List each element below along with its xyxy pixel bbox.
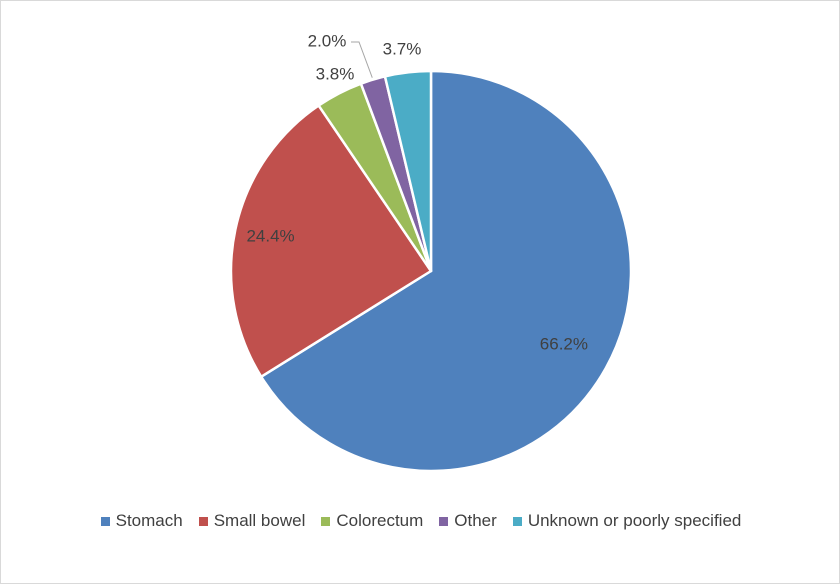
legend-label: Colorectum xyxy=(336,511,424,530)
legend-swatch xyxy=(321,516,331,526)
pie-slices xyxy=(229,69,633,473)
legend-item-small-bowel: Small bowel xyxy=(198,511,306,531)
data-label-other: 2.0% xyxy=(308,31,347,50)
legend-item-other: Other xyxy=(439,511,497,531)
data-label-unknown-or-poorly-specified: 3.7% xyxy=(383,39,422,58)
data-label-small-bowel: 24.4% xyxy=(246,227,294,246)
legend-label: Unknown or poorly specified xyxy=(527,511,742,530)
pie-slice-unknown-or-poorly-specified xyxy=(383,69,433,273)
pie-slice-stomach xyxy=(259,69,633,473)
leader-line-other xyxy=(351,41,373,78)
data-label-stomach: 66.2% xyxy=(540,334,588,353)
legend-swatch xyxy=(198,516,208,526)
legend-label: Stomach xyxy=(115,511,183,530)
legend-item-stomach: Stomach xyxy=(100,511,183,531)
legend-swatch xyxy=(512,516,522,526)
legend-item-unknown-or-poorly-specified: Unknown or poorly specified xyxy=(512,511,742,531)
data-label-colorectum: 3.8% xyxy=(316,64,355,83)
legend: Stomach Small bowel Colorectum Other Unknown… xyxy=(1,509,840,533)
leader-lines xyxy=(351,41,373,78)
legend-label: Other xyxy=(454,511,497,530)
legend-swatch xyxy=(100,516,110,526)
legend-item-colorectum: Colorectum xyxy=(321,511,423,531)
legend-swatch xyxy=(439,516,449,526)
data-labels: 66.2% 24.4% 3.8% 2.0% 3.7% xyxy=(246,31,588,353)
legend-label: Small bowel xyxy=(213,511,306,530)
pie-slice-small-bowel xyxy=(229,104,433,378)
